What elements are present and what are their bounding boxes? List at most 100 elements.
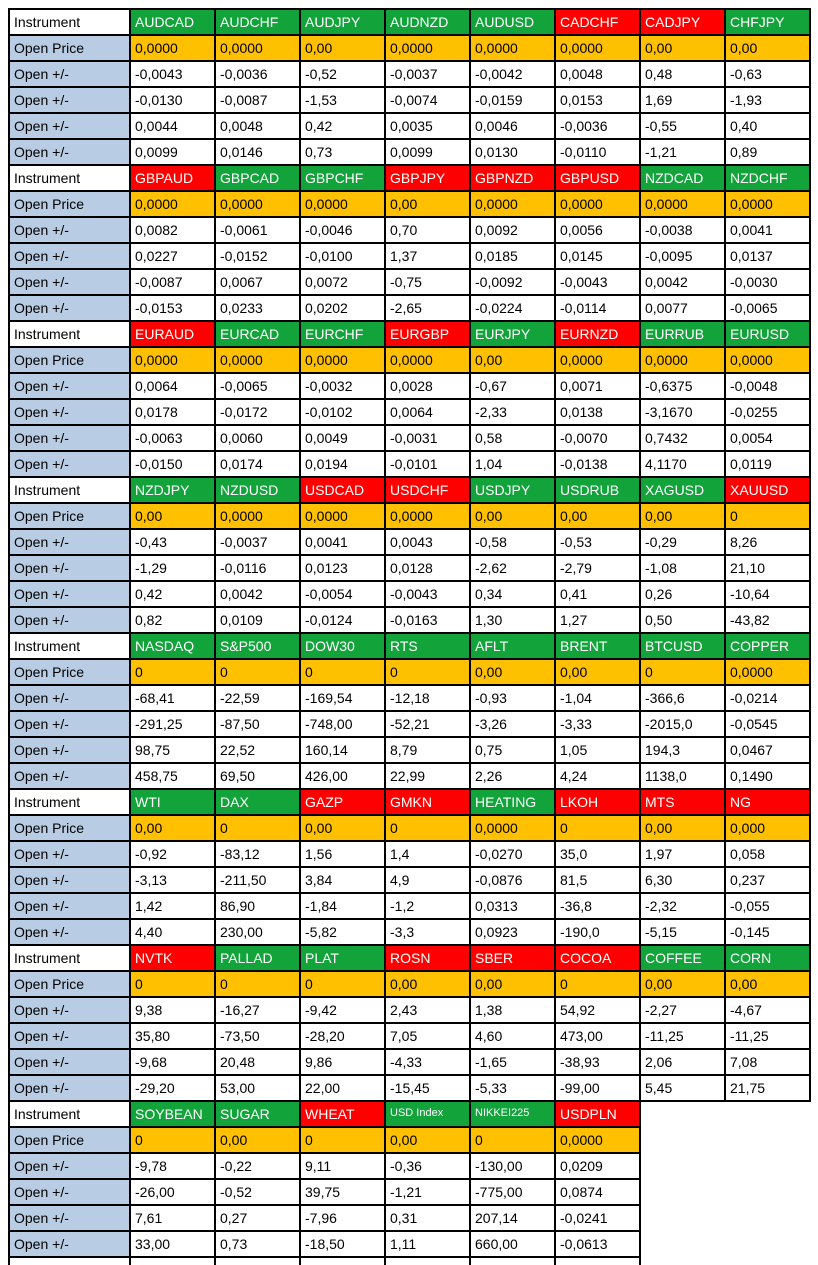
delta-value-cell[interactable]: 69,50: [214, 762, 301, 790]
row-label-open-delta[interactable]: Open +/-: [8, 528, 131, 556]
delta-value-cell[interactable]: 0,237: [724, 866, 811, 894]
instrument-header-cell[interactable]: AUDCHF: [214, 8, 301, 36]
delta-value-cell[interactable]: -366,6: [639, 684, 726, 712]
instrument-header-cell[interactable]: PLAT: [299, 944, 386, 972]
instrument-header-cell[interactable]: WHEAT: [299, 1100, 386, 1128]
delta-value-cell[interactable]: -0,0065: [724, 294, 811, 322]
delta-value-cell[interactable]: 0,0130: [469, 138, 556, 166]
delta-value-cell[interactable]: 0,0049: [299, 424, 386, 452]
instrument-header-cell[interactable]: COFFEE: [639, 944, 726, 972]
delta-value-cell[interactable]: 21,10: [724, 554, 811, 582]
delta-value-cell[interactable]: -0,67: [469, 372, 556, 400]
instrument-header-cell[interactable]: USDCHF: [384, 476, 471, 504]
delta-value-cell[interactable]: -130,00: [469, 1152, 556, 1180]
open-price-cell[interactable]: 0,0000: [129, 346, 216, 374]
open-price-cell[interactable]: 0: [214, 970, 301, 998]
delta-value-cell[interactable]: -99,00: [554, 1074, 641, 1102]
row-label-instrument[interactable]: Instrument: [8, 944, 131, 972]
open-price-cell[interactable]: 0,0000: [214, 502, 301, 530]
instrument-header-cell[interactable]: NG: [724, 788, 811, 816]
delta-value-cell[interactable]: 0,73: [299, 138, 386, 166]
delta-value-cell[interactable]: -775,00: [469, 1178, 556, 1206]
delta-value-cell[interactable]: 0,0064: [129, 372, 216, 400]
row-label-open-price[interactable]: Open Price: [8, 34, 131, 62]
delta-value-cell[interactable]: -0,0030: [724, 268, 811, 296]
delta-value-cell[interactable]: -1,04: [554, 684, 641, 712]
delta-value-cell[interactable]: -0,58: [469, 528, 556, 556]
delta-value-cell[interactable]: 0,0209: [554, 1152, 641, 1180]
open-price-cell[interactable]: 0: [129, 1126, 216, 1154]
delta-value-cell[interactable]: 0,0145: [554, 242, 641, 270]
open-price-cell[interactable]: 0,00: [639, 34, 726, 62]
delta-value-cell[interactable]: 0,0227: [129, 242, 216, 270]
delta-value-cell[interactable]: -0,0031: [384, 424, 471, 452]
delta-value-cell[interactable]: 54,92: [554, 996, 641, 1024]
delta-value-cell[interactable]: 1,04: [469, 450, 556, 478]
open-price-cell[interactable]: 0,0000: [469, 814, 556, 842]
delta-value-cell[interactable]: -4,33: [384, 1048, 471, 1076]
delta-value-cell[interactable]: -0,0114: [554, 294, 641, 322]
delta-value-cell[interactable]: 0,0028: [384, 372, 471, 400]
delta-value-cell[interactable]: -2,33: [469, 398, 556, 426]
instrument-header-cell[interactable]: EURAUD: [129, 320, 216, 348]
delta-value-cell[interactable]: -0,52: [214, 1178, 301, 1206]
delta-value-cell[interactable]: -1,2: [384, 892, 471, 920]
delta-value-cell[interactable]: 1,37: [384, 242, 471, 270]
delta-value-cell[interactable]: -0,22: [214, 1152, 301, 1180]
delta-value-cell[interactable]: -0,0065: [214, 372, 301, 400]
delta-value-cell[interactable]: 0,0233: [214, 294, 301, 322]
instrument-header-cell[interactable]: EURCHF: [299, 320, 386, 348]
delta-value-cell[interactable]: 9,11: [299, 1152, 386, 1180]
delta-value-cell[interactable]: -0,0224: [469, 294, 556, 322]
open-price-cell[interactable]: 0,0000: [129, 190, 216, 218]
delta-value-cell[interactable]: -22,59: [214, 684, 301, 712]
delta-value-cell[interactable]: 0,0123: [299, 554, 386, 582]
row-label-open-delta[interactable]: Open +/-: [8, 60, 131, 88]
delta-value-cell[interactable]: -5,15: [639, 918, 726, 946]
instrument-header-cell[interactable]: USDCAD: [299, 476, 386, 504]
delta-value-cell[interactable]: 1,56: [299, 840, 386, 868]
open-price-cell[interactable]: 0,00: [554, 502, 641, 530]
instrument-header-cell[interactable]: COPPER: [724, 632, 811, 660]
delta-value-cell[interactable]: -0,0048: [724, 372, 811, 400]
delta-value-cell[interactable]: 0,0174: [214, 450, 301, 478]
delta-value-cell[interactable]: 1,69: [639, 86, 726, 114]
delta-value-cell[interactable]: -0,0063: [129, 424, 216, 452]
delta-value-cell[interactable]: 35,0: [554, 840, 641, 868]
row-label-instrument[interactable]: Instrument: [8, 1100, 131, 1128]
delta-value-cell[interactable]: 9,86: [299, 1048, 386, 1076]
instrument-header-cell[interactable]: DAX: [214, 788, 301, 816]
instrument-header-cell[interactable]: PALLAD: [214, 944, 301, 972]
row-label-open-delta[interactable]: Open +/-: [8, 996, 131, 1024]
delta-value-cell[interactable]: -0,0095: [639, 242, 726, 270]
stub-cell[interactable]: [469, 1256, 556, 1265]
instrument-header-cell[interactable]: NVTK: [129, 944, 216, 972]
delta-value-cell[interactable]: 0,0082: [129, 216, 216, 244]
open-price-cell[interactable]: 0,0000: [214, 346, 301, 374]
delta-value-cell[interactable]: 0,0048: [214, 112, 301, 140]
delta-value-cell[interactable]: -0,92: [129, 840, 216, 868]
delta-value-cell[interactable]: 0,41: [554, 580, 641, 608]
instrument-header-cell[interactable]: ROSN: [384, 944, 471, 972]
open-price-cell[interactable]: 0,00: [639, 814, 726, 842]
open-price-cell[interactable]: 0,0000: [724, 190, 811, 218]
delta-value-cell[interactable]: 7,05: [384, 1022, 471, 1050]
delta-value-cell[interactable]: 81,5: [554, 866, 641, 894]
row-label-open-delta[interactable]: Open +/-: [8, 1152, 131, 1180]
delta-value-cell[interactable]: -0,0042: [469, 60, 556, 88]
delta-value-cell[interactable]: 1,38: [469, 996, 556, 1024]
delta-value-cell[interactable]: 1,27: [554, 606, 641, 634]
delta-value-cell[interactable]: -29,20: [129, 1074, 216, 1102]
open-price-cell[interactable]: 0,00: [469, 970, 556, 998]
delta-value-cell[interactable]: -16,27: [214, 996, 301, 1024]
instrument-header-cell[interactable]: CHFJPY: [724, 8, 811, 36]
row-label-open-delta[interactable]: Open +/-: [8, 554, 131, 582]
row-label-open-price[interactable]: Open Price: [8, 1126, 131, 1154]
delta-value-cell[interactable]: 0,0054: [724, 424, 811, 452]
delta-value-cell[interactable]: -0,0130: [129, 86, 216, 114]
delta-value-cell[interactable]: -0,0061: [214, 216, 301, 244]
delta-value-cell[interactable]: -0,29: [639, 528, 726, 556]
delta-value-cell[interactable]: -28,20: [299, 1022, 386, 1050]
delta-value-cell[interactable]: -2,79: [554, 554, 641, 582]
delta-value-cell[interactable]: -1,84: [299, 892, 386, 920]
